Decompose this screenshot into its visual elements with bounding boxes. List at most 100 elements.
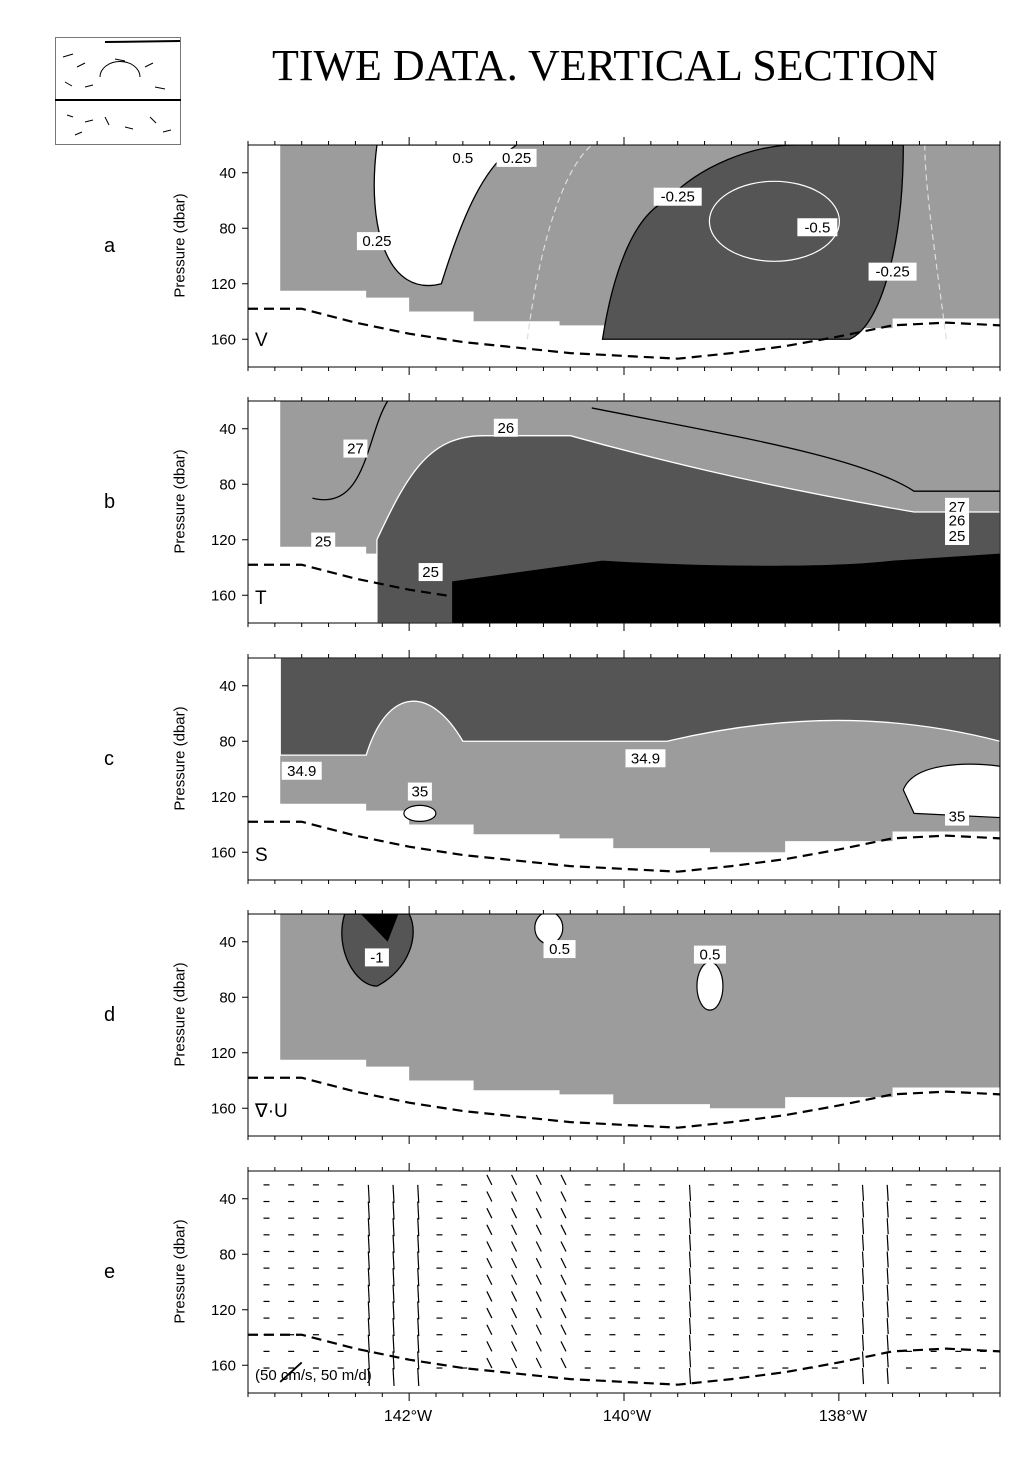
- velocity-arrow: [392, 1284, 395, 1303]
- panel-b-field: [280, 401, 1000, 623]
- velocity-arrow: [861, 1251, 865, 1268]
- y-tick-label: 160: [211, 1357, 236, 1374]
- velocity-arrow: [535, 1191, 542, 1202]
- velocity-arrow: [511, 1291, 518, 1302]
- velocity-arrow: [486, 1291, 493, 1302]
- y-tick-label: 80: [219, 476, 236, 493]
- velocity-arrow: [861, 1234, 865, 1251]
- velocity-arrow: [886, 1284, 889, 1301]
- contour-label: 34.9: [281, 761, 322, 780]
- y-tick-label: 160: [211, 844, 236, 861]
- svg-text:0.5: 0.5: [549, 941, 570, 958]
- velocity-arrow: [486, 1307, 493, 1319]
- velocity-arrow: [886, 1334, 889, 1351]
- svg-text:25: 25: [422, 564, 439, 581]
- bottom-boundary-line: [248, 1333, 1001, 1386]
- velocity-arrow: [417, 1284, 420, 1303]
- velocity-arrow: [417, 1251, 420, 1270]
- contour-line: [924, 145, 947, 340]
- velocity-arrow: [367, 1218, 370, 1237]
- velocity-arrow: [486, 1224, 493, 1236]
- velocity-arrow: [367, 1234, 370, 1253]
- velocity-arrow: [417, 1218, 420, 1237]
- velocity-arrow: [511, 1174, 518, 1186]
- velocity-arrow: [486, 1191, 493, 1202]
- contour-label: -0.25: [653, 187, 702, 206]
- velocity-arrow: [688, 1334, 692, 1351]
- contour-label: 0.5: [543, 940, 576, 959]
- contour-label: 0.25: [356, 232, 397, 251]
- velocity-arrow: [417, 1268, 420, 1287]
- velocity-arrow: [511, 1324, 518, 1335]
- svg-text:26: 26: [497, 420, 514, 437]
- svg-text:-0.25: -0.25: [875, 264, 909, 281]
- y-tick-label: 120: [211, 1045, 236, 1062]
- velocity-arrow: [560, 1291, 567, 1302]
- velocity-arrow: [886, 1201, 889, 1218]
- divergence-region: [534, 914, 564, 945]
- velocity-arrow: [886, 1351, 889, 1368]
- contour-label: 0.5: [693, 945, 726, 964]
- svg-text:34.9: 34.9: [631, 750, 660, 767]
- velocity-arrow: [511, 1241, 518, 1252]
- y-tick-label: 80: [219, 733, 236, 750]
- velocity-arrow: [417, 1234, 420, 1253]
- velocity-arrow: [535, 1241, 542, 1252]
- page-title: TIWE DATA. VERTICAL SECTION: [272, 41, 938, 90]
- velocity-arrow: [535, 1357, 542, 1369]
- y-tick-label: 40: [219, 1191, 236, 1208]
- velocity-arrow: [688, 1351, 692, 1368]
- high-salinity-region: [403, 804, 437, 823]
- svg-text:25: 25: [315, 534, 332, 551]
- x-tick-label-140: 140°W: [602, 1408, 652, 1425]
- contour-label: -0.25: [868, 262, 917, 281]
- contour-label: 34.9: [625, 749, 666, 768]
- velocity-arrow: [367, 1318, 370, 1337]
- reference-arrow: [279, 1361, 303, 1383]
- data-region: [280, 914, 1000, 1109]
- velocity-arrow: [511, 1207, 518, 1219]
- svg-text:0.25: 0.25: [362, 233, 391, 250]
- velocity-arrow: [392, 1318, 395, 1337]
- velocity-arrow: [861, 1334, 865, 1351]
- velocity-arrow: [417, 1351, 420, 1370]
- y-tick-label: 120: [211, 1302, 236, 1319]
- velocity-arrow: [560, 1224, 567, 1236]
- velocity-arrow: [886, 1218, 889, 1235]
- velocity-arrow: [861, 1201, 865, 1218]
- velocity-arrow: [560, 1274, 567, 1286]
- cold-layer-region: [452, 553, 1000, 623]
- velocity-arrow: [367, 1301, 370, 1320]
- y-axis-label-c: Pressure (dbar): [171, 706, 189, 811]
- bottom-boundary-line: [248, 1076, 1001, 1129]
- svg-text:35: 35: [412, 784, 429, 801]
- panel-letter-c: c: [104, 748, 114, 770]
- svg-text:35: 35: [949, 809, 966, 826]
- velocity-arrow: [688, 1251, 692, 1268]
- svg-text:0.25: 0.25: [502, 150, 531, 167]
- panel-letter-d: d: [104, 1004, 116, 1026]
- velocity-arrow: [392, 1201, 395, 1220]
- contour-label: -1: [364, 948, 389, 967]
- svg-text:27: 27: [347, 441, 364, 458]
- velocity-arrow: [535, 1291, 542, 1302]
- velocity-arrow: [688, 1234, 692, 1251]
- panel-letter-b: b: [104, 491, 116, 513]
- velocity-arrow: [861, 1268, 865, 1285]
- y-tick-label: 40: [219, 678, 236, 695]
- velocity-arrow: [886, 1367, 889, 1385]
- velocity-arrow: [367, 1284, 370, 1303]
- svg-text:-1: -1: [370, 949, 383, 966]
- variable-label-d: ∇·U: [255, 1101, 288, 1122]
- convergence-core: [360, 914, 399, 942]
- contour-label: 26: [945, 511, 970, 530]
- contour-line: [708, 180, 841, 262]
- contour-label: 25: [945, 526, 970, 545]
- bottom-boundary-line: [248, 307, 1001, 360]
- y-tick-label: 40: [219, 421, 236, 438]
- velocity-arrow: [367, 1367, 370, 1387]
- svg-text:-0.25: -0.25: [661, 189, 695, 206]
- contour-label: 35: [945, 807, 970, 826]
- svg-text:-0.5: -0.5: [804, 219, 830, 236]
